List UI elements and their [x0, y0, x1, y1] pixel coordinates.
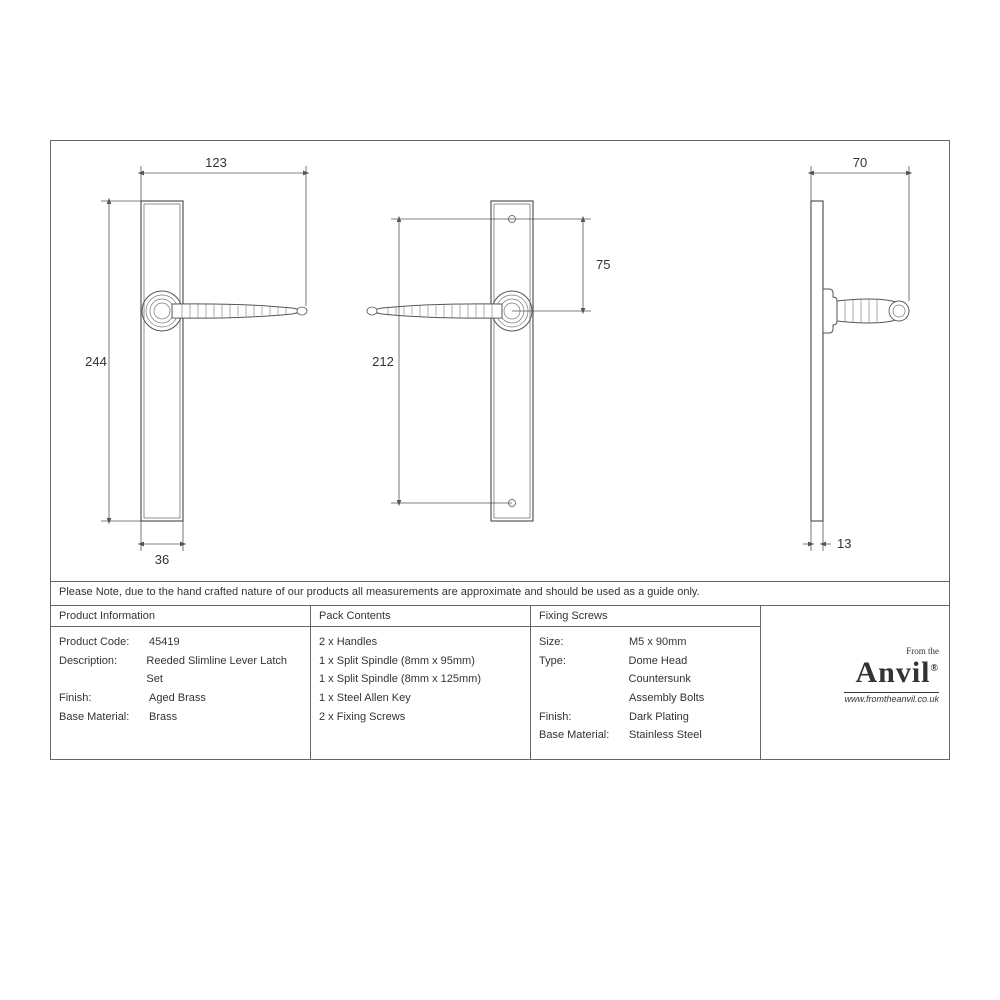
dim-75: 75	[596, 257, 610, 272]
base-label: Base Material:	[59, 708, 149, 727]
code-label: Product Code:	[59, 633, 149, 652]
pack-item: 2 x Handles	[319, 633, 522, 652]
finish-val: Aged Brass	[149, 689, 206, 708]
view2: 75 212	[367, 201, 610, 521]
col-screws-header: Fixing Screws	[531, 606, 760, 627]
drawing-sheet: 123 244 36	[50, 140, 950, 760]
base-val: Brass	[149, 708, 177, 727]
note-row: Please Note, due to the hand crafted nat…	[51, 581, 949, 605]
view1: 123 244 36	[85, 155, 307, 567]
note-text: Please Note, due to the hand crafted nat…	[59, 586, 700, 598]
col-logo: From the Anvil® www.fromtheanvil.co.uk	[761, 606, 949, 760]
col-product: Product Information Product Code:45419 D…	[51, 606, 311, 760]
code-val: 45419	[149, 633, 180, 652]
s-type-label: Type:	[539, 652, 629, 689]
s-type2: Assembly Bolts	[629, 689, 704, 708]
dim-13: 13	[837, 536, 851, 551]
desc-label: Description:	[59, 652, 146, 689]
dim-212: 212	[372, 354, 394, 369]
s-size: M5 x 90mm	[629, 633, 686, 652]
logo-name: Anvil	[855, 656, 930, 689]
col-product-header: Product Information	[51, 606, 310, 627]
col-pack: Pack Contents 2 x Handles 1 x Split Spin…	[311, 606, 531, 760]
dim-123: 123	[205, 155, 227, 170]
s-type1: Dome Head Countersunk	[629, 652, 752, 689]
s-base-label: Base Material:	[539, 726, 629, 745]
s-finish: Dark Plating	[629, 708, 689, 727]
dim-244: 244	[85, 354, 107, 369]
s-finish-label: Finish:	[539, 708, 629, 727]
desc-val: Reeded Slimline Lever Latch Set	[146, 652, 302, 689]
technical-drawing-svg: 123 244 36	[51, 141, 951, 581]
finish-label: Finish:	[59, 689, 149, 708]
pack-item: 1 x Steel Allen Key	[319, 689, 522, 708]
logo: From the Anvil® www.fromtheanvil.co.uk	[844, 646, 939, 704]
s-base: Stainless Steel	[629, 726, 702, 745]
view3: 70 13	[803, 155, 909, 551]
logo-pre: From the	[844, 646, 939, 656]
pack-item: 1 x Split Spindle (8mm x 95mm)	[319, 652, 522, 671]
pack-item: 2 x Fixing Screws	[319, 708, 522, 727]
logo-url: www.fromtheanvil.co.uk	[844, 692, 939, 704]
dim-70: 70	[853, 155, 867, 170]
dim-36: 36	[155, 552, 169, 567]
pack-item: 1 x Split Spindle (8mm x 125mm)	[319, 670, 522, 689]
col-pack-header: Pack Contents	[311, 606, 530, 627]
info-grid: Product Information Product Code:45419 D…	[51, 605, 949, 760]
drawing-area: 123 244 36	[51, 141, 949, 581]
s-size-label: Size:	[539, 633, 629, 652]
col-screws: Fixing Screws Size:M5 x 90mm Type:Dome H…	[531, 606, 761, 760]
